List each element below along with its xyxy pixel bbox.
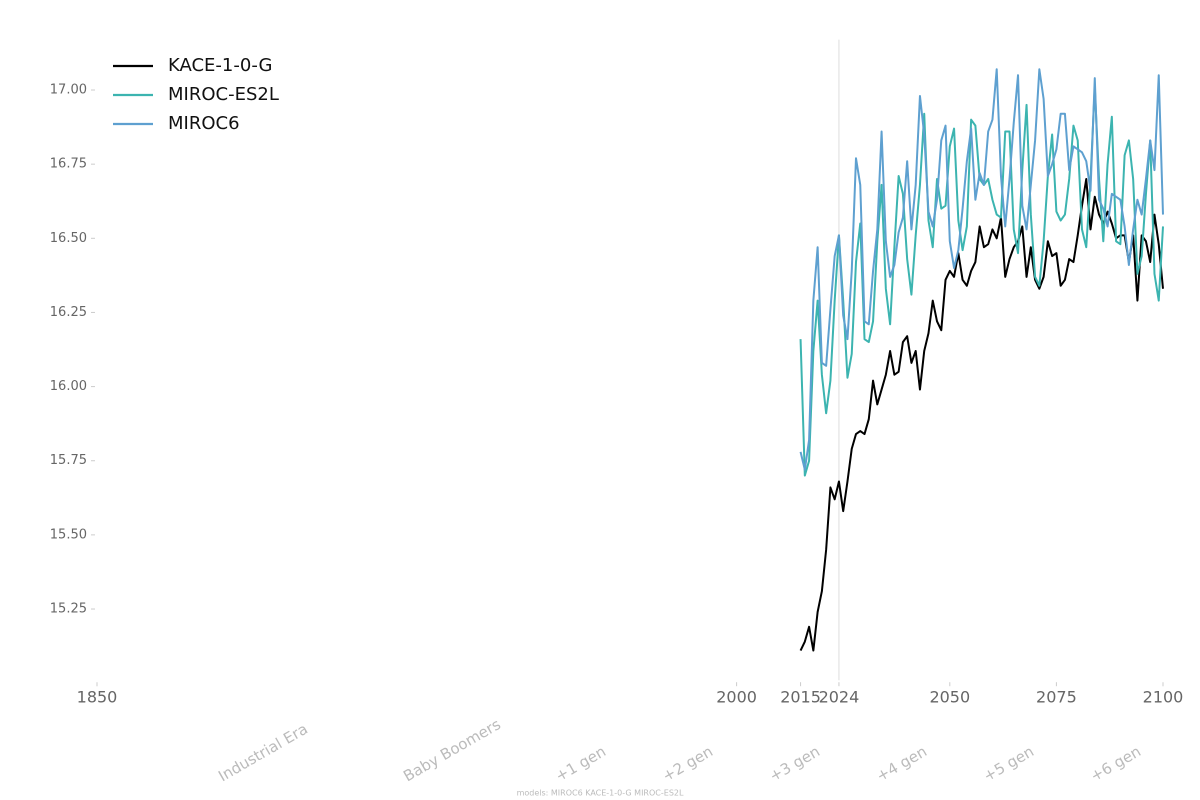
x-tick-label: 2100 bbox=[1143, 688, 1184, 707]
y-tick-label: 15.25 bbox=[50, 602, 87, 617]
y-tick-label: 17.00 bbox=[50, 83, 87, 98]
legend-label: MIROC6 bbox=[168, 113, 240, 134]
x-tick-label: 2075 bbox=[1036, 688, 1077, 707]
footnote: models: MIROC6 KACE-1-0-G MIROC-ES2L bbox=[517, 789, 684, 798]
series-line bbox=[799, 86, 1164, 477]
era-label: +5 gen bbox=[980, 742, 1037, 785]
series-line bbox=[799, 177, 1164, 652]
x-tick-label: 2050 bbox=[929, 688, 970, 707]
era-label: +3 gen bbox=[766, 742, 823, 785]
y-tick-label: 16.75 bbox=[50, 157, 87, 172]
series-line bbox=[799, 68, 1164, 471]
legend-label: MIROC-ES2L bbox=[168, 84, 279, 105]
y-tick-label: 16.00 bbox=[50, 379, 87, 394]
legend-label: KACE-1-0-G bbox=[168, 55, 272, 76]
x-tick-label: 2024 bbox=[819, 688, 860, 707]
x-tick-label: 2015 bbox=[780, 688, 821, 707]
y-tick-label: 15.50 bbox=[50, 527, 87, 542]
era-label: Industrial Era bbox=[215, 720, 311, 786]
y-tick-label: 16.50 bbox=[50, 231, 87, 246]
y-tick-label: 16.25 bbox=[50, 305, 87, 320]
x-tick-label: 1850 bbox=[77, 688, 118, 707]
x-tick-label: 2000 bbox=[716, 688, 757, 707]
era-label: +1 gen bbox=[552, 742, 609, 785]
era-label: +2 gen bbox=[659, 742, 716, 785]
era-label: Baby Boomers bbox=[400, 715, 504, 785]
era-label: +6 gen bbox=[1087, 742, 1144, 785]
y-tick-label: 15.75 bbox=[50, 453, 87, 468]
era-label: +4 gen bbox=[873, 742, 930, 785]
